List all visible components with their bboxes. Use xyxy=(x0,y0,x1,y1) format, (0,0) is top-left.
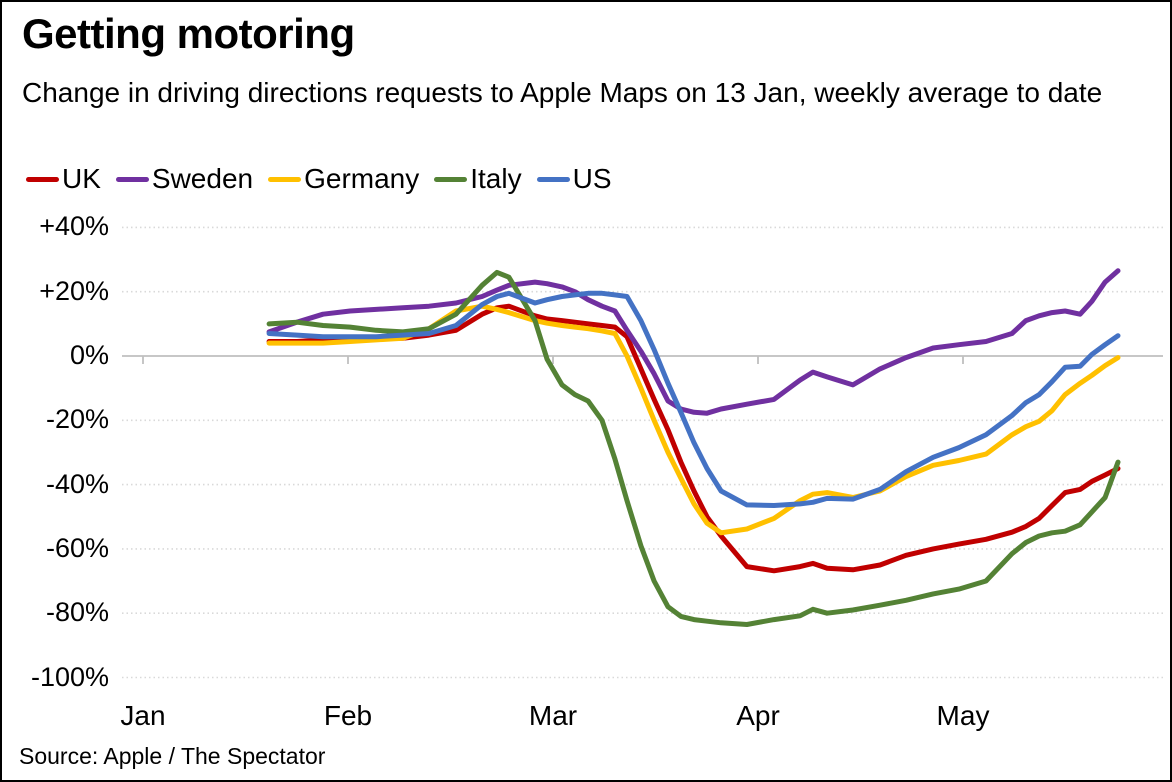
chart-title: Getting motoring xyxy=(22,10,355,57)
y-axis-label: -100% xyxy=(30,661,109,692)
source-note: Source: Apple / The Spectator xyxy=(19,743,326,769)
x-axis-label-apr: Apr xyxy=(736,700,780,731)
legend-item-germany: Germany xyxy=(268,163,419,195)
y-axis-label: +20% xyxy=(39,275,109,306)
legend-item-us: US xyxy=(536,163,612,195)
x-axis-label-mar: Mar xyxy=(528,700,578,731)
series-line-italy xyxy=(266,269,1121,627)
legend-label-us: US xyxy=(572,163,612,194)
legend-swatch-germany xyxy=(268,176,302,182)
legend-label-italy: Italy xyxy=(470,163,522,194)
legend-item-italy: Italy xyxy=(434,163,522,195)
chart-subtitle: Change in driving directions requests to… xyxy=(22,77,1103,108)
chart-legend: UK Sweden Germany Italy US xyxy=(26,163,612,195)
y-axis-label: -60% xyxy=(45,532,109,563)
series-line-germany xyxy=(266,303,1121,536)
y-axis-label: -20% xyxy=(45,404,109,435)
y-axis-label: +40% xyxy=(39,211,109,242)
legend-label-germany: Germany xyxy=(304,163,420,194)
legend-label-sweden: Sweden xyxy=(151,163,254,194)
y-axis-label: -40% xyxy=(45,468,109,499)
y-axis-label: -80% xyxy=(45,597,109,628)
series-line-uk xyxy=(266,303,1121,574)
series-line-us xyxy=(266,290,1121,508)
legend-swatch-sweden xyxy=(115,176,149,182)
legend-item-sweden: Sweden xyxy=(115,163,254,195)
legend-swatch-italy xyxy=(434,176,468,182)
x-axis-label-may: May xyxy=(936,700,990,731)
x-axis-label-jan: Jan xyxy=(120,700,166,731)
legend-swatch-uk xyxy=(26,176,59,182)
legend-label-uk: UK xyxy=(62,163,101,194)
x-axis-label-feb: Feb xyxy=(323,700,373,731)
y-axis-label: 0% xyxy=(69,340,109,370)
legend-item-uk: UK xyxy=(26,163,101,195)
legend-swatch-us xyxy=(536,176,570,182)
